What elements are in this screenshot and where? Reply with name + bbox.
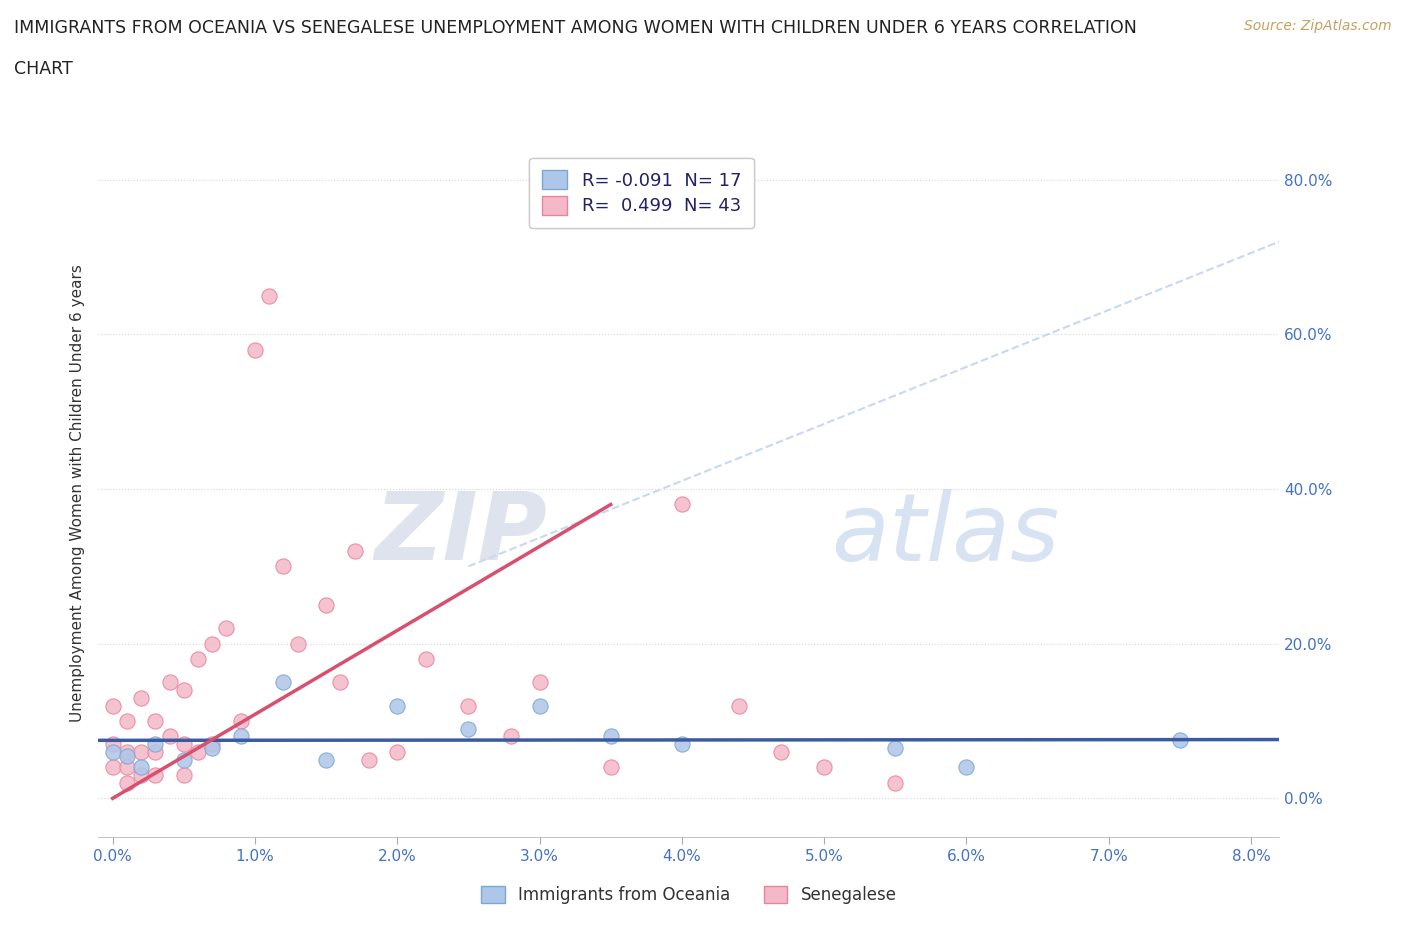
Point	[529, 675, 551, 690]
Point	[115, 776, 138, 790]
Point	[115, 745, 138, 760]
Point	[671, 497, 693, 512]
Point	[315, 752, 337, 767]
Point	[129, 745, 152, 760]
Point	[115, 713, 138, 728]
Point	[315, 598, 337, 613]
Text: CHART: CHART	[14, 60, 73, 78]
Point	[955, 760, 977, 775]
Point	[599, 760, 621, 775]
Point	[101, 760, 124, 775]
Point	[159, 729, 181, 744]
Point	[143, 745, 166, 760]
Point	[173, 683, 195, 698]
Point	[343, 543, 366, 558]
Point	[129, 690, 152, 705]
Point	[173, 737, 195, 751]
Point	[357, 752, 380, 767]
Point	[187, 652, 209, 667]
Point	[884, 740, 907, 755]
Point	[287, 636, 309, 651]
Text: Source: ZipAtlas.com: Source: ZipAtlas.com	[1244, 19, 1392, 33]
Point	[329, 675, 352, 690]
Point	[273, 675, 295, 690]
Text: IMMIGRANTS FROM OCEANIA VS SENEGALESE UNEMPLOYMENT AMONG WOMEN WITH CHILDREN UND: IMMIGRANTS FROM OCEANIA VS SENEGALESE UN…	[14, 19, 1137, 36]
Point	[387, 698, 409, 713]
Point	[229, 729, 252, 744]
Point	[201, 636, 224, 651]
Point	[143, 713, 166, 728]
Point	[499, 729, 522, 744]
Point	[173, 767, 195, 782]
Point	[813, 760, 835, 775]
Point	[529, 698, 551, 713]
Text: ZIP: ZIP	[374, 488, 547, 580]
Point	[770, 745, 793, 760]
Point	[457, 722, 479, 737]
Point	[115, 749, 138, 764]
Point	[201, 737, 224, 751]
Point	[159, 675, 181, 690]
Point	[727, 698, 749, 713]
Legend: Immigrants from Oceania, Senegalese: Immigrants from Oceania, Senegalese	[474, 878, 904, 912]
Point	[273, 559, 295, 574]
Point	[215, 621, 238, 636]
Point	[599, 729, 621, 744]
Point	[457, 698, 479, 713]
Point	[257, 288, 280, 303]
Point	[143, 737, 166, 751]
Point	[173, 752, 195, 767]
Point	[143, 767, 166, 782]
Text: atlas: atlas	[831, 488, 1059, 579]
Point	[415, 652, 437, 667]
Point	[229, 713, 252, 728]
Point	[101, 698, 124, 713]
Point	[129, 767, 152, 782]
Point	[671, 737, 693, 751]
Point	[1168, 733, 1191, 748]
Point	[101, 745, 124, 760]
Y-axis label: Unemployment Among Women with Children Under 6 years: Unemployment Among Women with Children U…	[69, 264, 84, 722]
Point	[243, 342, 266, 357]
Point	[115, 760, 138, 775]
Point	[129, 760, 152, 775]
Point	[884, 776, 907, 790]
Point	[387, 745, 409, 760]
Point	[187, 745, 209, 760]
Legend: R= -0.091  N= 17, R=  0.499  N= 43: R= -0.091 N= 17, R= 0.499 N= 43	[530, 158, 754, 228]
Point	[101, 737, 124, 751]
Point	[201, 740, 224, 755]
